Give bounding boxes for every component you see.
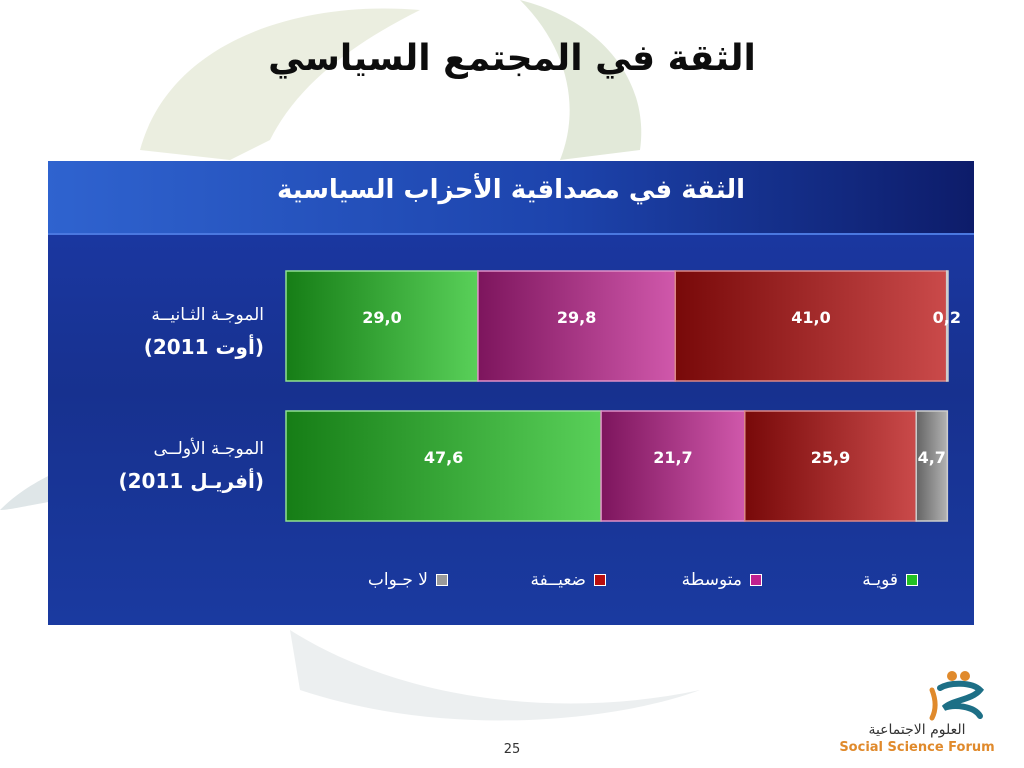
- legend-label: قويـة: [862, 570, 898, 590]
- legend: قويـة متوسطة ضعيــفة لا جـواب: [48, 565, 974, 595]
- category-period: (أفريـل 2011): [118, 469, 264, 493]
- legend-item-no-answer: لا جـواب: [368, 565, 448, 595]
- legend-item-strong: قويـة: [862, 565, 918, 595]
- bar-strong-row-2: [285, 410, 602, 522]
- category-label-wave-1: الموجـة الأولــى (أفريـل 2011): [54, 433, 264, 497]
- logo-english-text: Social Science Forum: [839, 740, 995, 755]
- legend-swatch-medium: [750, 574, 762, 586]
- data-label-no-answer-row-1: 0,2: [933, 308, 961, 327]
- legend-swatch-no-answer: [436, 574, 448, 586]
- logo-arabic-text: العلوم الاجتماعية: [868, 722, 966, 738]
- stacked-bar-chart: 29,0 29,8 41,0 0,2 47,6 21,7 25,9 4,7: [285, 270, 961, 522]
- data-label-medium-row-1: 29,8: [557, 308, 596, 327]
- bar-medium-row-2: [600, 410, 746, 522]
- legend-label: لا جـواب: [367, 570, 428, 590]
- legend-item-weak: ضعيــفة: [531, 565, 606, 595]
- chart-title: الثقة في مصداقية الأحزاب السياسية: [276, 175, 746, 205]
- bar-no-answer-row-2: [915, 410, 949, 522]
- legend-label: ضعيــفة: [530, 570, 586, 590]
- category-name: الموجـة الثـانيــة: [151, 305, 264, 325]
- slide-title: الثقة في المجتمع السياسي: [268, 38, 756, 79]
- legend-swatch-weak: [594, 574, 606, 586]
- data-label-no-answer-row-2: 4,7: [918, 448, 946, 467]
- data-label-weak-row-2: 25,9: [811, 448, 850, 467]
- bar-strong-row-1: [285, 270, 479, 382]
- chart-header: الثقة في مصداقية الأحزاب السياسية: [48, 161, 974, 235]
- logo-mark-icon: [929, 671, 985, 721]
- data-label-medium-row-2: 21,7: [653, 448, 692, 467]
- category-period: (أوت 2011): [143, 335, 264, 359]
- data-label-strong-row-1: 29,0: [362, 308, 401, 327]
- legend-label: متوسطة: [681, 570, 742, 590]
- data-label-strong-row-2: 47,6: [424, 448, 463, 467]
- legend-item-medium: متوسطة: [682, 565, 762, 595]
- category-label-wave-2: الموجـة الثـانيــة (أوت 2011): [54, 299, 264, 363]
- legend-swatch-strong: [906, 574, 918, 586]
- data-label-weak-row-1: 41,0: [791, 308, 830, 327]
- social-science-forum-logo: العلوم الاجتماعية Social Science Forum: [832, 660, 1002, 760]
- bar-no-answer-row-1: [945, 270, 949, 382]
- category-name: الموجـة الأولــى: [153, 439, 264, 459]
- page-number: 25: [503, 742, 521, 757]
- chart-panel: الثقة في مصداقية الأحزاب السياسية 29,0 29…: [48, 161, 974, 625]
